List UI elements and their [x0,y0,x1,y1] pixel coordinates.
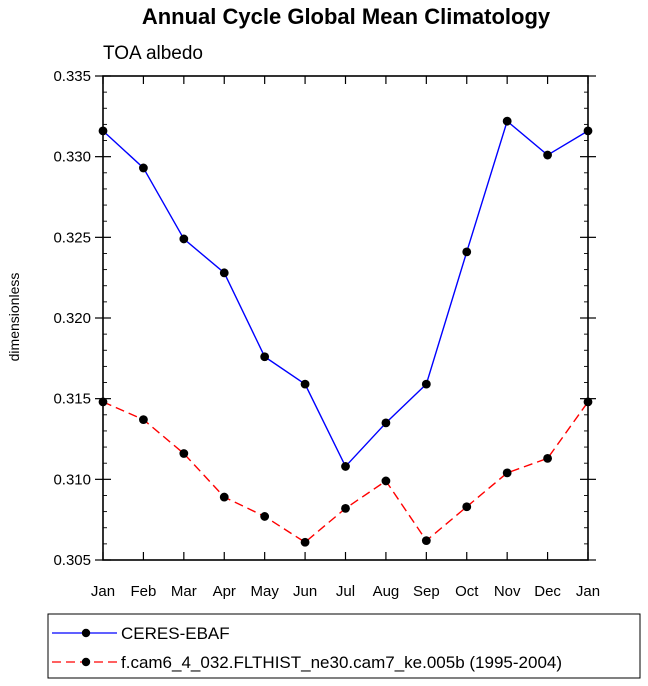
x-tick-label: Feb [130,583,156,600]
series-layer [98,116,593,547]
series-line-1 [102,401,589,544]
data-point-series-0 [341,462,350,471]
data-point-series-0 [139,163,148,173]
y-tick-label: 0.335 [53,68,91,85]
x-tick-label: Jul [336,583,355,600]
series-line-0 [102,119,589,468]
legend-marker-model [81,657,91,667]
data-point-series-1 [543,453,552,463]
x-tick-label: Jan [91,583,115,600]
legend: CERES-EBAF f.cam6_4_032.FLTHIST_ne30.cam… [47,613,641,679]
x-tick-label: Apr [213,583,236,600]
chart-title: Annual Cycle Global Mean Climatology [142,4,551,29]
data-point-series-1 [219,492,229,502]
data-point-series-0 [462,247,472,257]
axis-ticks: 0.305 0.310 0.315 0.320 0.325 0.330 0.335 Jan Fe… [53,68,600,600]
x-tick-label: Dec [534,583,561,600]
y-tick-label: 0.315 [53,391,91,408]
y-tick-label: 0.305 [53,552,91,569]
data-point-series-1 [381,476,391,486]
legend-label-ceres: CERES-EBAF [121,624,230,643]
y-tick-label: 0.320 [53,310,91,327]
data-point-series-0 [260,352,270,362]
data-point-series-0 [502,116,512,126]
data-point-series-1 [462,502,472,512]
x-tick-label: Sep [413,583,440,600]
data-point-series-0 [219,268,229,278]
x-tick-label: May [250,583,279,600]
data-point-series-1 [300,537,310,547]
data-point-series-0 [381,418,391,428]
plot-frame [102,75,589,561]
data-point-series-1 [179,449,189,458]
x-tick-label: Oct [455,583,479,600]
x-tick-label: Jun [293,583,317,600]
data-point-series-1 [139,415,148,425]
legend-box [47,613,641,679]
y-tick-label: 0.310 [53,471,91,488]
y-tick-label: 0.325 [53,229,91,246]
data-point-series-1 [421,536,431,546]
y-axis-label: dimensionless [6,273,22,362]
legend-marker-ceres [81,628,91,638]
chart-subtitle: TOA albedo [103,43,203,64]
x-tick-label: Jan [576,583,600,600]
x-tick-label: Nov [494,583,521,600]
data-point-series-0 [421,379,431,389]
data-point-series-0 [300,379,310,389]
y-tick-label: 0.330 [53,149,91,166]
data-point-series-1 [260,512,270,521]
legend-label-model: f.cam6_4_032.FLTHIST_ne30.cam7_ke.005b (… [121,653,562,672]
x-tick-label: Aug [373,583,400,600]
data-point-series-0 [543,150,552,160]
data-point-series-1 [341,503,350,513]
data-point-series-0 [179,234,189,244]
data-point-series-1 [502,468,512,478]
x-tick-label: Mar [171,583,197,600]
